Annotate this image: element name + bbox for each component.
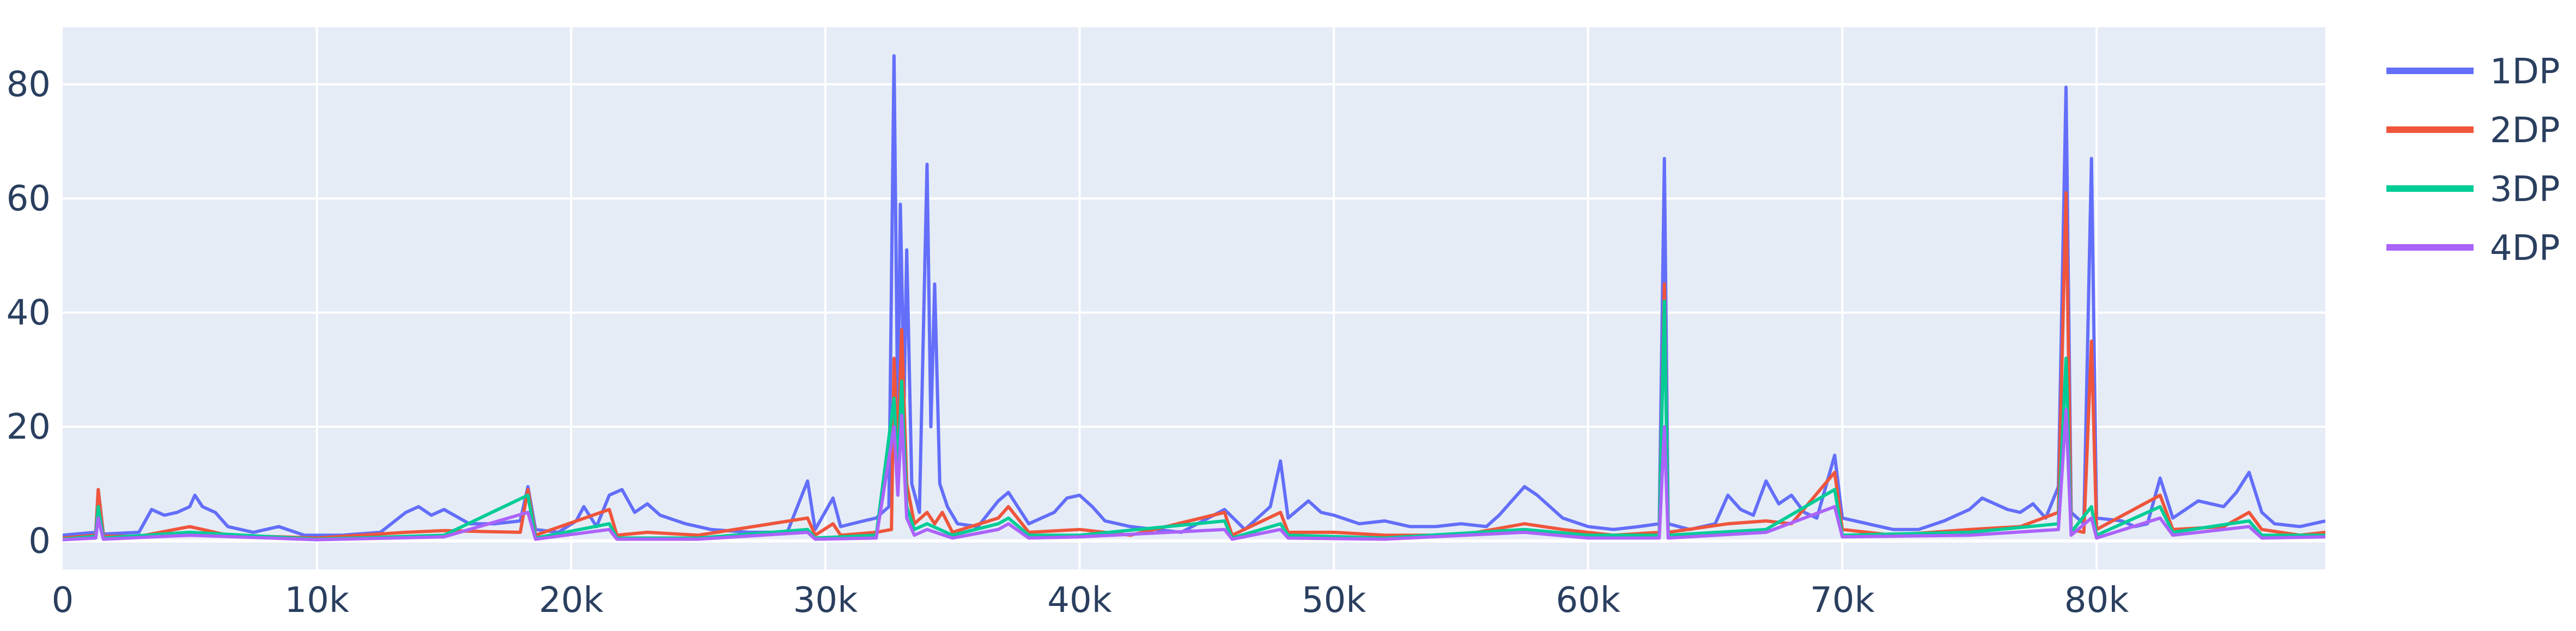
legend[interactable]: 1DP 2DP 3DP 4DP — [2386, 52, 2560, 269]
x-tick-label: 70k — [1810, 580, 1875, 621]
legend-item-3dp[interactable]: 3DP — [2386, 169, 2560, 210]
x-tick-label: 10k — [284, 580, 349, 621]
series-layer — [63, 54, 2325, 542]
x-tick-label: 0 — [52, 580, 74, 621]
x-tick-label: 80k — [2064, 580, 2129, 621]
x-tick-label: 30k — [793, 580, 858, 621]
x-tick-label: 60k — [1556, 580, 1621, 621]
plot-background — [63, 27, 2325, 569]
x-tick-label: 40k — [1047, 580, 1112, 621]
y-tick-label: 0 — [28, 521, 51, 562]
legend-label: 2DP — [2490, 111, 2560, 151]
y-tick-label: 20 — [7, 407, 51, 447]
legend-item-4dp[interactable]: 4DP — [2386, 228, 2560, 269]
grid-layer — [63, 27, 2325, 569]
y-tick-label: 40 — [7, 293, 51, 333]
series-line-3dp — [63, 299, 2325, 541]
axis-labels: 0 10k 20k 30k 40k 50k 60k 70k 80k 0 20 40 60 80 — [7, 65, 2129, 621]
series-line-4dp — [63, 408, 2325, 542]
x-tick-label: 20k — [539, 580, 604, 621]
y-tick-label: 80 — [7, 65, 51, 105]
legend-item-1dp[interactable]: 1DP — [2386, 52, 2560, 92]
legend-label: 3DP — [2490, 169, 2560, 210]
y-tick-label: 60 — [7, 179, 51, 219]
legend-label: 4DP — [2490, 228, 2560, 269]
legend-label: 1DP — [2490, 52, 2560, 92]
x-tick-label: 50k — [1302, 580, 1366, 621]
legend-item-2dp[interactable]: 2DP — [2386, 111, 2560, 151]
